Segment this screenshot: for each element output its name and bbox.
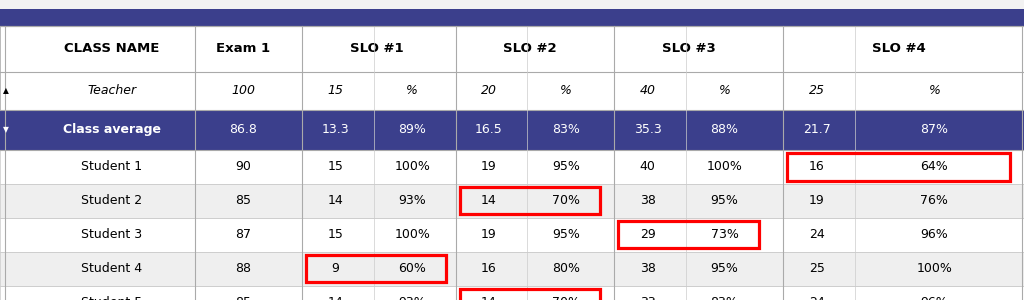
Text: %: % [407, 84, 418, 97]
Text: 20: 20 [481, 84, 497, 97]
Bar [306, 255, 446, 282]
Text: 15: 15 [328, 228, 343, 241]
Text: 100%: 100% [916, 262, 952, 275]
Text: 16.5: 16.5 [475, 123, 503, 136]
Text: 16: 16 [481, 262, 497, 275]
Text: 100%: 100% [707, 160, 742, 173]
Text: CLASS NAME: CLASS NAME [63, 42, 160, 55]
Text: 15: 15 [328, 84, 343, 97]
Text: 16: 16 [809, 160, 824, 173]
Text: Class average: Class average [62, 123, 161, 136]
Text: 40: 40 [640, 84, 655, 97]
Text: 100%: 100% [394, 160, 430, 173]
Bar [0, 150, 1024, 184]
Text: 24: 24 [809, 228, 824, 241]
Text: 93%: 93% [398, 296, 426, 300]
Bar [0, 184, 1024, 218]
Text: SLO #1: SLO #1 [349, 42, 403, 55]
Text: Student 1: Student 1 [81, 160, 142, 173]
Text: 100: 100 [231, 84, 255, 97]
Text: 87: 87 [236, 228, 251, 241]
Text: 88%: 88% [711, 123, 738, 136]
Text: 33: 33 [640, 296, 655, 300]
Bar [460, 187, 600, 214]
Text: Teacher: Teacher [87, 84, 136, 97]
Text: 83%: 83% [711, 296, 738, 300]
Bar [0, 26, 1024, 72]
Bar [0, 110, 1024, 150]
Bar [0, 9, 1024, 26]
Text: 9: 9 [332, 262, 339, 275]
Text: Student 3: Student 3 [81, 228, 142, 241]
Text: ▼: ▼ [3, 125, 9, 134]
Bar [0, 72, 1024, 110]
Text: Student 4: Student 4 [81, 262, 142, 275]
Text: 93%: 93% [398, 194, 426, 207]
Text: Student 2: Student 2 [81, 194, 142, 207]
Text: Student 5: Student 5 [81, 296, 142, 300]
Text: 70%: 70% [552, 194, 580, 207]
Text: 87%: 87% [921, 123, 948, 136]
Bar [787, 153, 1010, 181]
Text: 89%: 89% [398, 123, 426, 136]
Text: 64%: 64% [921, 160, 948, 173]
Text: 96%: 96% [921, 228, 948, 241]
Text: 86.8: 86.8 [229, 123, 257, 136]
Text: 96%: 96% [921, 296, 948, 300]
Bar [618, 221, 759, 248]
Text: 14: 14 [328, 296, 343, 300]
Text: 13.3: 13.3 [322, 123, 349, 136]
Bar [460, 289, 600, 300]
Text: 25: 25 [809, 262, 824, 275]
Text: 73%: 73% [711, 228, 738, 241]
Text: 19: 19 [809, 194, 824, 207]
Text: 76%: 76% [921, 194, 948, 207]
Text: 90: 90 [236, 160, 251, 173]
Text: 21.7: 21.7 [803, 123, 830, 136]
Text: %: % [929, 84, 940, 97]
Bar [0, 252, 1024, 286]
Text: 38: 38 [640, 194, 655, 207]
Text: 80%: 80% [552, 262, 580, 275]
Text: 14: 14 [481, 296, 497, 300]
Text: 70%: 70% [552, 296, 580, 300]
Text: 60%: 60% [398, 262, 426, 275]
Text: 14: 14 [481, 194, 497, 207]
Text: 95%: 95% [552, 228, 580, 241]
Text: Exam 1: Exam 1 [216, 42, 270, 55]
Text: 95%: 95% [711, 194, 738, 207]
Text: 24: 24 [809, 296, 824, 300]
Text: 85: 85 [236, 194, 251, 207]
Text: 85: 85 [236, 296, 251, 300]
Text: SLO #4: SLO #4 [871, 42, 926, 55]
Text: 95%: 95% [552, 160, 580, 173]
Text: 15: 15 [328, 160, 343, 173]
Text: 95%: 95% [711, 262, 738, 275]
Text: 88: 88 [236, 262, 251, 275]
Text: 19: 19 [481, 160, 497, 173]
Text: SLO #3: SLO #3 [662, 42, 716, 55]
Text: 35.3: 35.3 [634, 123, 662, 136]
Bar [0, 218, 1024, 252]
Text: 14: 14 [328, 194, 343, 207]
Text: 29: 29 [640, 228, 655, 241]
Text: 83%: 83% [552, 123, 580, 136]
Bar [0, 286, 1024, 300]
Text: SLO #2: SLO #2 [503, 42, 557, 55]
Text: 19: 19 [481, 228, 497, 241]
Text: %: % [560, 84, 571, 97]
Text: 40: 40 [640, 160, 655, 173]
Text: 25: 25 [809, 84, 824, 97]
Text: 100%: 100% [394, 228, 430, 241]
Text: ▲: ▲ [3, 86, 9, 95]
Text: %: % [719, 84, 730, 97]
Text: 38: 38 [640, 262, 655, 275]
